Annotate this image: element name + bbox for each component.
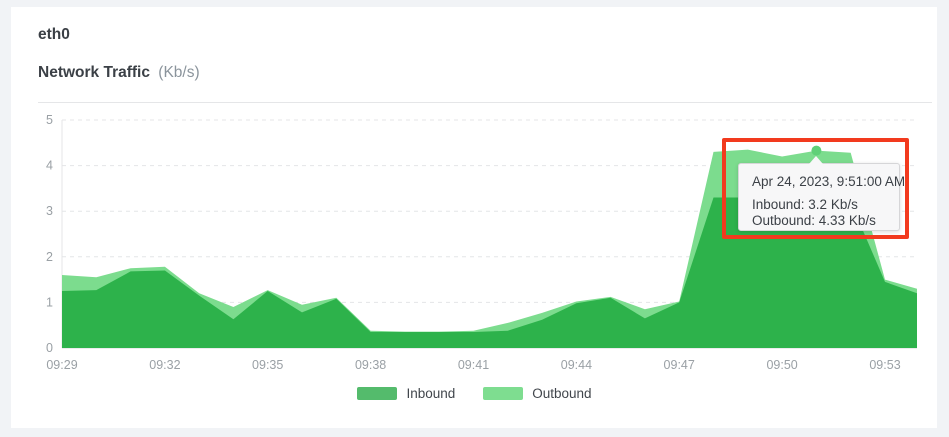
chart-title-unit: (Kb/s): [158, 64, 200, 81]
svg-text:1: 1: [46, 295, 53, 309]
legend-label-outbound: Outbound: [532, 386, 592, 401]
tooltip-caret-icon: [809, 156, 823, 164]
svg-text:3: 3: [46, 204, 53, 218]
svg-text:09:53: 09:53: [869, 358, 900, 372]
inbound-swatch-icon: [357, 387, 398, 400]
legend-label-inbound: Inbound: [406, 386, 456, 401]
svg-text:09:35: 09:35: [252, 358, 283, 372]
chart-legend: Inbound Outbound: [0, 386, 949, 401]
tooltip-timestamp: Apr 24, 2023, 9:51:00 AM: [752, 174, 906, 189]
outbound-swatch-icon: [483, 387, 524, 400]
legend-item-outbound[interactable]: Outbound: [483, 386, 592, 401]
svg-text:09:29: 09:29: [46, 358, 77, 372]
tooltip-inbound-value: Inbound: 3.2 Kb/s: [752, 197, 858, 212]
device-title: eth0: [38, 26, 70, 43]
svg-text:5: 5: [46, 113, 53, 127]
svg-text:2: 2: [46, 250, 53, 264]
svg-text:09:44: 09:44: [561, 358, 592, 372]
svg-text:09:38: 09:38: [355, 358, 386, 372]
header-divider: [38, 102, 932, 103]
svg-text:0: 0: [46, 341, 53, 355]
tooltip-outbound-value: Outbound: 4.33 Kb/s: [752, 213, 876, 228]
svg-text:09:32: 09:32: [149, 358, 180, 372]
chart-tooltip: Apr 24, 2023, 9:51:00 AM Inbound: 3.2 Kb…: [738, 156, 906, 231]
legend-item-inbound[interactable]: Inbound: [357, 386, 455, 401]
svg-text:09:50: 09:50: [766, 358, 797, 372]
svg-text:09:47: 09:47: [664, 358, 695, 372]
hover-dot: [811, 145, 822, 156]
svg-text:4: 4: [46, 159, 53, 173]
chart-title: Network Traffic (Kb/s): [38, 64, 200, 82]
svg-text:09:41: 09:41: [458, 358, 489, 372]
chart-title-text: Network Traffic: [38, 64, 150, 81]
